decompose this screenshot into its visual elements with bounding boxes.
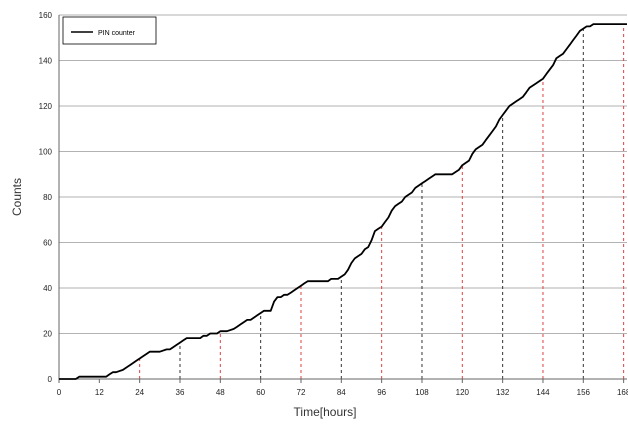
- y-tick-label: 100: [39, 148, 53, 157]
- y-tick-label: 40: [43, 284, 52, 293]
- grid-lines: [59, 14, 627, 334]
- x-tick-label: 84: [337, 388, 346, 397]
- legend-label: PIN counter: [98, 30, 136, 37]
- x-tick-label: 60: [256, 388, 265, 397]
- y-tick-label: 120: [39, 102, 53, 111]
- x-axis-title: Time[hours]: [294, 405, 357, 419]
- y-tick-label: 140: [39, 57, 53, 66]
- legend: PIN counter: [62, 16, 157, 45]
- x-tick-label: 132: [496, 388, 510, 397]
- y-tick-label: 20: [43, 330, 52, 339]
- x-tick-label: 72: [297, 388, 306, 397]
- x-tick-label: 108: [415, 388, 429, 397]
- x-tick-label: 144: [536, 388, 550, 397]
- dashed-markers: [139, 24, 625, 379]
- y-tick-labels: 0 20 40 60 80 100 120 140 160: [39, 11, 53, 384]
- series-line-pin-counter: [59, 23, 627, 380]
- x-tick-label: 24: [135, 388, 144, 397]
- x-tick-label: 0: [57, 388, 62, 397]
- x-tick-labels: 0 12 24 36 48 60 72 84 96 108 120 132 144 156 168: [57, 388, 628, 397]
- x-tick-label: 120: [456, 388, 470, 397]
- x-tick-label: 48: [216, 388, 225, 397]
- y-tick-label: 60: [43, 239, 52, 248]
- legend-box: [62, 16, 157, 45]
- y-tick-label: 160: [39, 11, 53, 20]
- y-tick-label: 80: [43, 193, 52, 202]
- x-tick-label: 168: [617, 388, 628, 397]
- x-tick-label: 12: [95, 388, 104, 397]
- series-layer: [59, 23, 627, 380]
- x-tick-label: 96: [377, 388, 386, 397]
- axes: [58, 15, 627, 383]
- y-axis-title: Counts: [10, 178, 24, 216]
- x-tick-label: 156: [577, 388, 591, 397]
- x-tick-label: 36: [176, 388, 185, 397]
- y-tick-label: 0: [48, 375, 53, 384]
